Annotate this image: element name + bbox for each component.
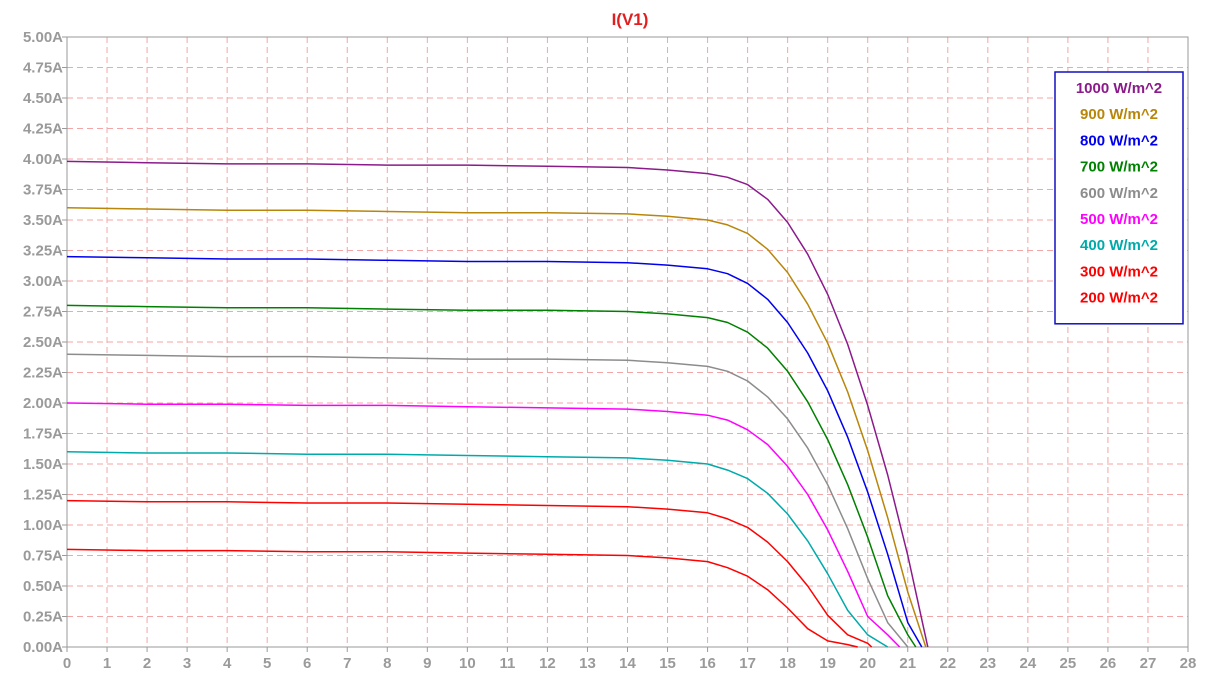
x-tick-label: 7	[343, 655, 351, 672]
x-tick-label: 8	[383, 655, 391, 672]
legend-entry: 700 W/m^2	[1080, 159, 1158, 176]
x-tick-label: 6	[303, 655, 311, 672]
x-tick-label: 10	[459, 655, 476, 672]
y-tick-label: 0.25A	[23, 609, 63, 626]
legend-entry: 800 W/m^2	[1080, 132, 1158, 149]
x-axis-tick-labels: 0 1 2 3 4 5 6 7 8 9 10 11 12 13 14 15 16 17 18 19 20 21 22 23 24…	[63, 647, 1197, 672]
x-tick-label: 9	[423, 655, 431, 672]
series-line	[66, 207, 927, 648]
x-tick-label: 3	[183, 655, 191, 672]
x-tick-label: 5	[263, 655, 271, 672]
x-tick-label: 4	[223, 655, 232, 672]
x-tick-label: 14	[619, 655, 636, 672]
series-line	[66, 402, 901, 648]
y-tick-label: 2.75A	[23, 304, 63, 321]
x-tick-label: 13	[579, 655, 596, 672]
y-tick-label: 0.75A	[23, 548, 63, 565]
x-tick-label: 26	[1100, 655, 1117, 672]
y-tick-label: 4.50A	[23, 90, 63, 107]
y-tick-label: 1.50A	[23, 456, 63, 473]
x-tick-label: 11	[499, 655, 515, 672]
x-tick-label: 20	[859, 655, 876, 672]
legend-entry: 1000 W/m^2	[1076, 80, 1162, 97]
chart-title: I(V1)	[612, 10, 649, 29]
x-tick-label: 17	[739, 655, 756, 672]
x-tick-label: 27	[1140, 655, 1157, 672]
series-line	[66, 548, 858, 648]
x-tick-label: 1	[103, 655, 111, 672]
y-tick-label: 3.75A	[23, 182, 63, 199]
legend: 1000 W/m^2 900 W/m^2 800 W/m^2 700 W/m^2 600…	[1054, 71, 1184, 325]
x-tick-label: 28	[1180, 655, 1197, 672]
x-tick-label: 2	[143, 655, 151, 672]
y-tick-label: 0.50A	[23, 578, 63, 595]
series-lines	[66, 160, 929, 648]
y-axis-tick-labels: 0.00A 0.25A 0.50A 0.75A 1.00A 1.25A 1.50A 1.75A…	[23, 29, 67, 656]
y-tick-label: 3.00A	[23, 273, 63, 290]
series-line	[66, 499, 873, 648]
y-tick-label: 1.75A	[23, 426, 63, 443]
y-tick-label: 5.00A	[23, 29, 63, 46]
series-line	[66, 255, 923, 648]
legend-entry: 500 W/m^2	[1080, 211, 1158, 228]
x-tick-label: 24	[1020, 655, 1037, 672]
x-tick-label: 0	[63, 655, 71, 672]
y-tick-label: 2.50A	[23, 334, 63, 351]
legend-entry: 900 W/m^2	[1080, 106, 1158, 123]
y-tick-label: 4.00A	[23, 151, 63, 168]
series-line	[66, 304, 917, 648]
y-tick-label: 4.75A	[23, 60, 63, 77]
x-tick-label: 23	[979, 655, 996, 672]
x-tick-label: 19	[819, 655, 836, 672]
legend-entry: 300 W/m^2	[1080, 263, 1158, 280]
y-tick-label: 1.00A	[23, 517, 63, 534]
x-tick-label: 21	[899, 655, 916, 672]
y-tick-label: 1.25A	[23, 487, 63, 504]
series-line	[66, 353, 909, 648]
legend-box	[1054, 71, 1184, 325]
legend-entry: 600 W/m^2	[1080, 185, 1158, 202]
x-tick-label: 25	[1060, 655, 1077, 672]
x-tick-label: 22	[939, 655, 956, 672]
series-line	[66, 160, 929, 648]
x-tick-label: 18	[779, 655, 796, 672]
y-tick-label: 3.50A	[23, 212, 63, 229]
legend-entry: 200 W/m^2	[1080, 290, 1158, 307]
y-tick-label: 4.25A	[23, 121, 63, 138]
series-line	[66, 451, 889, 648]
y-tick-label: 0.00A	[23, 639, 63, 656]
y-tick-label: 2.25A	[23, 365, 63, 382]
x-tick-label: 15	[659, 655, 676, 672]
x-tick-label: 12	[539, 655, 556, 672]
y-tick-label: 3.25A	[23, 243, 63, 260]
y-tick-label: 2.00A	[23, 395, 63, 412]
legend-entry: 400 W/m^2	[1080, 237, 1158, 254]
x-tick-label: 16	[699, 655, 716, 672]
